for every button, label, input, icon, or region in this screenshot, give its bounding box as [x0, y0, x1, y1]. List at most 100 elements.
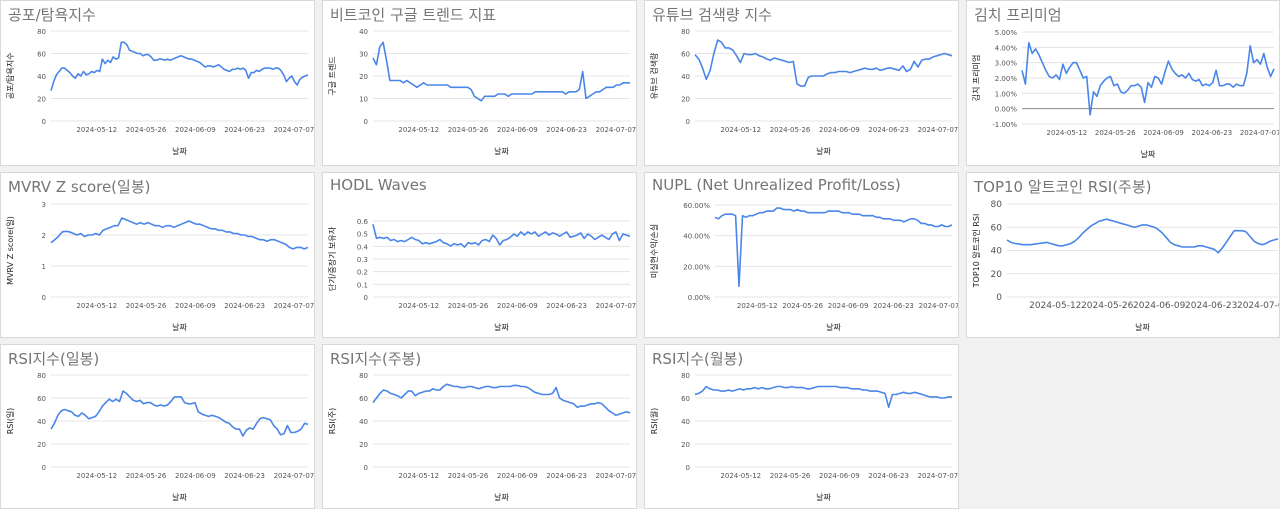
- y-tick-label: 20: [991, 270, 1003, 280]
- x-tick-label: 2024-07-07: [274, 472, 315, 480]
- series-line: [50, 217, 309, 250]
- y-tick-label: 20: [681, 96, 690, 104]
- chart-title: 비트코인 구글 트렌드 지표: [330, 6, 497, 24]
- y-tick-label: 2: [42, 232, 46, 240]
- y-tick-label: 0.5: [357, 231, 368, 239]
- y-tick-label: 20: [359, 73, 368, 81]
- y-tick-label: 40: [991, 247, 1003, 257]
- y-axis-label: RSI(월): [649, 408, 659, 435]
- y-tick-label: 80: [681, 28, 690, 36]
- y-tick-label: 0.3: [357, 256, 368, 264]
- x-tick-label: 2024-05-26: [448, 472, 489, 480]
- series-line: [1021, 41, 1275, 116]
- y-tick-label: 40.00%: [683, 233, 710, 241]
- x-axis-label: 날짜: [494, 492, 509, 502]
- y-tick-label: 40: [681, 73, 690, 81]
- y-axis-label: 구글 트렌드: [327, 56, 337, 95]
- y-tick-label: 0: [42, 464, 46, 472]
- x-tick-label: 2024-05-26: [448, 126, 489, 134]
- x-tick-label: 2024-06-23: [868, 126, 909, 134]
- y-tick-label: 20: [681, 441, 690, 449]
- x-tick-label: 2024-06-23: [546, 472, 587, 480]
- x-tick-label: 2024-05-26: [770, 472, 811, 480]
- x-tick-label: 2024-05-12: [76, 472, 117, 480]
- x-tick-label: 2024-05-26: [448, 302, 489, 310]
- x-tick-label: 2024-06-23: [546, 302, 587, 310]
- x-axis-label: 날짜: [494, 146, 509, 156]
- chart-svg: 0 20 40 60 80 2024-05-12 2024-05-26 2024-06-09 2…: [649, 372, 959, 502]
- chart-panel-rsi-daily: RSI지수(일봉) 0 20 40 60 80 2024-05-12 2024-05-26 2…: [0, 344, 315, 509]
- chart-title: TOP10 알트코인 RSI(주봉): [974, 178, 1152, 196]
- series-line: [372, 41, 630, 102]
- x-tick-label: 2024-06-09: [819, 126, 860, 134]
- y-tick-label: 40: [681, 418, 690, 426]
- y-tick-label: 0: [42, 118, 46, 126]
- y-tick-label: 60: [991, 223, 1003, 233]
- x-tick-label: 2024-07-07: [1237, 301, 1280, 311]
- chart-panel-rsi-weekly: RSI지수(주봉) 0 20 40 60 80 2024-05-12 2024-05-26 2…: [322, 344, 637, 509]
- series-line: [372, 383, 631, 417]
- x-tick-label: 2024-07-07: [596, 126, 637, 134]
- y-tick-label: 60.00%: [683, 202, 710, 210]
- chart-svg: 0 0.1 0.2 0.3 0.4 0.5 0.6 2024-05-12 2024-05-26 2…: [327, 218, 637, 332]
- y-tick-label: 80: [991, 200, 1003, 210]
- y-axis-label: 김치 프리미엄: [971, 55, 981, 102]
- chart-panel-mvrv: MVRV Z score(일봉) 0 1 2 3 2024-05-12 2024-05-2…: [0, 172, 315, 338]
- y-axis-label: 공포/탐욕지수: [5, 53, 15, 100]
- y-axis-label: 미실현수익/손실: [649, 224, 659, 278]
- x-tick-label: 2024-07-07: [918, 126, 959, 134]
- y-tick-label: 0.2: [357, 269, 368, 277]
- x-tick-label: 2024-05-26: [782, 302, 823, 310]
- x-tick-label: 2024-06-23: [224, 302, 265, 310]
- chart-svg: 0 1 2 3 2024-05-12 2024-05-26 2024-06-09 2024-0…: [6, 201, 315, 332]
- y-tick-label: 0: [42, 294, 46, 302]
- y-tick-label: 0: [364, 464, 368, 472]
- x-tick-label: 2024-05-26: [126, 126, 167, 134]
- x-tick-label: 2024-06-09: [819, 472, 860, 480]
- x-tick-label: 2024-07-07: [596, 302, 637, 310]
- series-line: [50, 390, 309, 437]
- y-tick-label: 30: [359, 51, 368, 59]
- chart-title: MVRV Z score(일봉): [8, 178, 151, 196]
- x-tick-label: 2024-06-09: [497, 302, 538, 310]
- x-tick-label: 2024-07-07: [274, 302, 315, 310]
- x-tick-label: 2024-05-26: [1095, 129, 1136, 137]
- y-tick-label: 0.00%: [688, 294, 711, 302]
- series-line: [1006, 218, 1279, 254]
- chart-panel-nupl: NUPL (Net Unrealized Profit/Loss) 0.00% 2…: [644, 172, 959, 338]
- y-tick-label: 60: [681, 395, 690, 403]
- y-tick-label: 4.00%: [995, 44, 1018, 52]
- chart-svg: 0 20 40 60 80 2024-05-12 2024-05-26 2024-06-09 2…: [328, 372, 637, 502]
- chart-svg: 0 20 40 60 80 2024-05-12 2024-05-26 2024-06-09 2…: [649, 28, 959, 156]
- x-tick-label: 2024-05-12: [1047, 129, 1088, 137]
- x-tick-label: 2024-07-07: [918, 472, 959, 480]
- chart-title: NUPL (Net Unrealized Profit/Loss): [652, 176, 901, 194]
- chart-svg: 0 10 20 30 40 2024-05-12 2024-05-26 2024-06-09 2…: [327, 28, 637, 156]
- chart-title: 김치 프리미엄: [974, 6, 1062, 24]
- y-tick-label: 1.00%: [995, 90, 1018, 98]
- x-tick-label: 2024-05-12: [398, 126, 439, 134]
- y-tick-label: 3.00%: [995, 60, 1018, 68]
- chart-title: RSI지수(월봉): [652, 350, 744, 368]
- x-axis-label: 날짜: [494, 322, 509, 332]
- x-tick-label: 2024-06-09: [175, 126, 216, 134]
- y-tick-label: 10: [359, 96, 368, 104]
- x-tick-label: 2024-06-09: [497, 126, 538, 134]
- y-tick-label: 0.4: [357, 243, 369, 251]
- x-tick-label: 2024-06-23: [224, 126, 265, 134]
- y-tick-label: 60: [37, 395, 46, 403]
- x-axis-label: 날짜: [172, 146, 187, 156]
- x-tick-label: 2024-05-26: [126, 302, 167, 310]
- y-axis-label: 단기/중장기 보유자: [327, 226, 337, 291]
- x-tick-label: 2024-05-26: [126, 472, 167, 480]
- chart-title: RSI지수(주봉): [330, 350, 422, 368]
- x-tick-label: 2024-07-07: [596, 472, 637, 480]
- x-axis-label: 날짜: [172, 322, 187, 332]
- x-tick-label: 2024-05-12: [76, 302, 117, 310]
- x-axis-label: 날짜: [816, 146, 831, 156]
- x-tick-label: 2024-06-09: [1133, 301, 1186, 311]
- y-axis-label: RSI(주): [328, 408, 337, 435]
- y-tick-label: 40: [37, 73, 46, 81]
- x-tick-label: 2024-05-12: [398, 472, 439, 480]
- y-tick-label: 60: [359, 395, 368, 403]
